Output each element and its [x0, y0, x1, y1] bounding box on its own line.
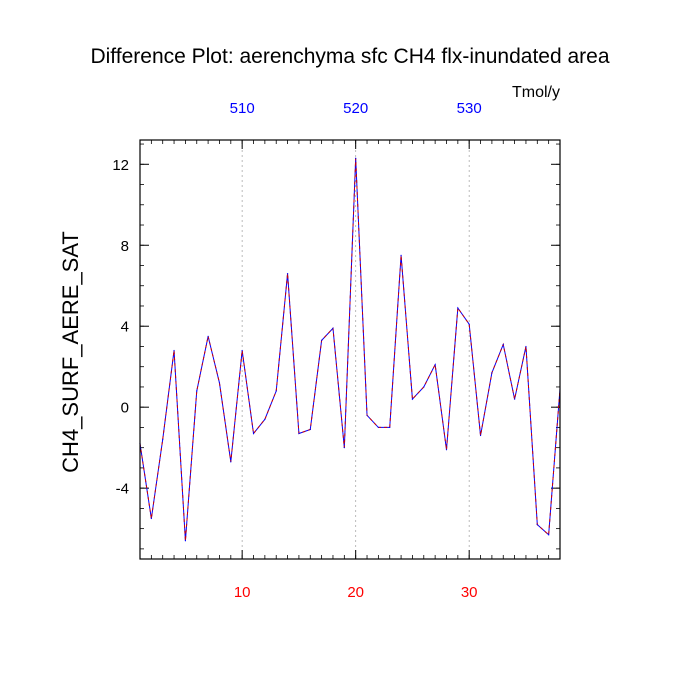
units-label: Tmol/y	[512, 84, 560, 101]
data-point	[468, 323, 470, 325]
data-point	[286, 272, 289, 275]
data-point	[457, 307, 459, 309]
data-point	[366, 414, 368, 416]
x-tick-label: 20	[347, 584, 364, 601]
chart-title: Difference Plot: aerenchyma sfc CH4 flx-…	[90, 45, 609, 68]
data-point	[150, 517, 152, 520]
data-point	[162, 438, 164, 441]
y-tick-label: -4	[116, 481, 129, 498]
data-point	[218, 382, 221, 384]
data-point	[207, 335, 209, 337]
y-tick-label: 4	[121, 319, 129, 336]
data-point	[343, 447, 345, 449]
y-tick-label: 12	[112, 157, 129, 174]
data-point	[513, 398, 516, 400]
data-point	[502, 343, 504, 346]
data-point	[332, 327, 334, 329]
series-line-dash	[139, 158, 561, 541]
data-point	[321, 339, 323, 341]
data-point	[445, 449, 448, 451]
data-point	[355, 157, 357, 159]
data-point	[298, 432, 300, 435]
data-point	[525, 345, 527, 348]
data-point	[196, 390, 198, 392]
data-point	[252, 432, 255, 435]
data-point	[479, 434, 482, 437]
x-tick-label: 30	[461, 584, 478, 601]
data-point	[264, 418, 266, 420]
plot-frame	[139, 139, 561, 560]
data-point	[173, 349, 175, 352]
y-axis-label: CH4_SURF_AERE_SAT	[58, 231, 83, 473]
axis-ticks	[139, 140, 561, 559]
data-point	[230, 461, 232, 463]
top-tick-label: 510	[230, 100, 255, 117]
vertical-grid-lines	[241, 140, 470, 559]
data-point	[411, 398, 414, 400]
data-point	[377, 426, 379, 429]
top-tick-label: 520	[343, 100, 368, 117]
data-point	[548, 534, 550, 536]
data-point	[434, 364, 436, 366]
data-point	[241, 349, 243, 352]
data-point	[536, 523, 538, 526]
y-tick-label: 8	[121, 238, 129, 255]
y-tick-label: 0	[121, 400, 129, 417]
data-point	[389, 426, 391, 429]
tick-labels: -4 0 4 8 12 10 510 20 520 30 530	[112, 100, 481, 601]
data-point	[275, 390, 277, 392]
series-line	[139, 158, 561, 541]
data-series	[139, 157, 561, 542]
data-point	[309, 428, 311, 431]
data-point	[184, 540, 187, 542]
data-point	[491, 372, 493, 374]
data-point	[400, 254, 402, 256]
x-tick-label: 10	[234, 584, 251, 601]
data-point	[423, 386, 425, 388]
top-tick-label: 530	[457, 100, 482, 117]
